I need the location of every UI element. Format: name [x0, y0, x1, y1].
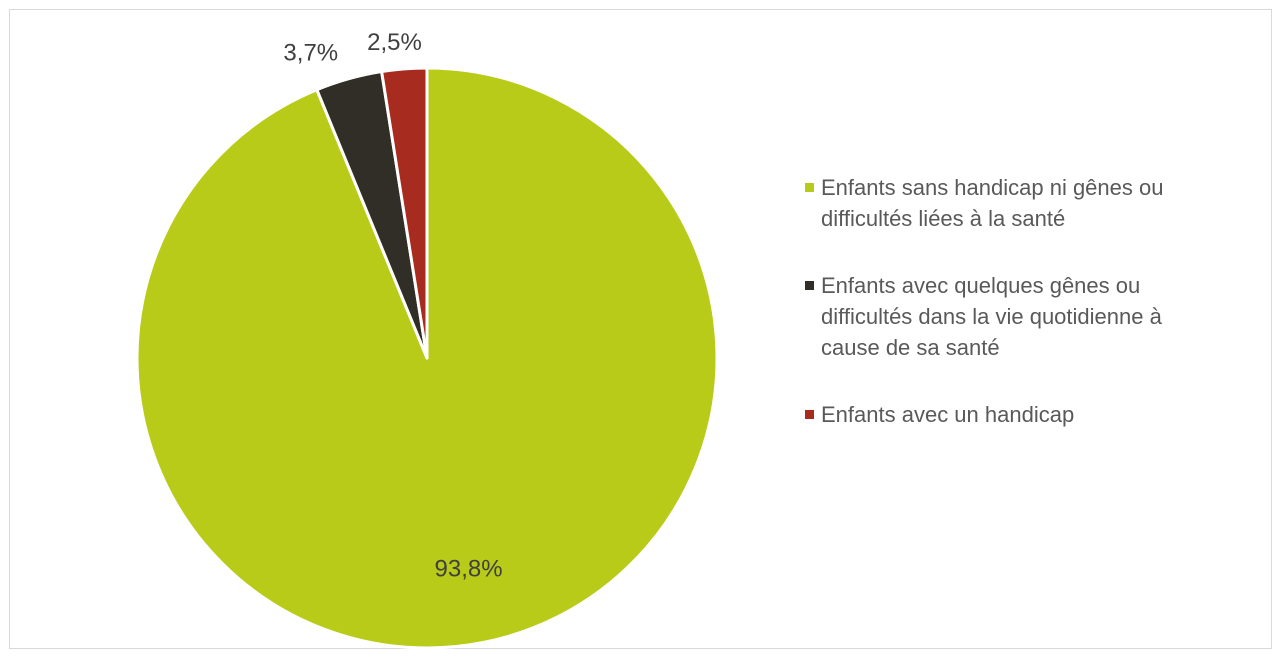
legend-swatch-no-handicap: [805, 183, 814, 192]
legend-swatch-handicap: [805, 410, 814, 419]
legend-swatch-some-difficulties: [805, 281, 814, 290]
legend-item-no-handicap: Enfants sans handicap ni gênes ou diffic…: [803, 172, 1223, 234]
pie-slices: [135, 66, 719, 650]
legend: Enfants sans handicap ni gênes ou diffic…: [803, 172, 1223, 430]
data-label-no-handicap: 93,8%: [435, 556, 503, 583]
legend-label-no-handicap: Enfants sans handicap ni gênes ou diffic…: [821, 175, 1164, 231]
legend-label-handicap: Enfants avec un handicap: [821, 402, 1075, 427]
legend-label-some-difficulties: Enfants avec quelques gênes ou difficult…: [821, 273, 1162, 360]
slice-handicap: [380, 66, 429, 360]
data-label-handicap: 2,5%: [367, 29, 422, 56]
legend-item-handicap: Enfants avec un handicap: [803, 399, 1223, 430]
data-labels: 93,8% 3,7% 2,5%: [283, 29, 502, 583]
legend-item-some-difficulties: Enfants avec quelques gênes ou difficult…: [803, 270, 1223, 363]
data-label-some-difficulties: 3,7%: [283, 40, 338, 67]
